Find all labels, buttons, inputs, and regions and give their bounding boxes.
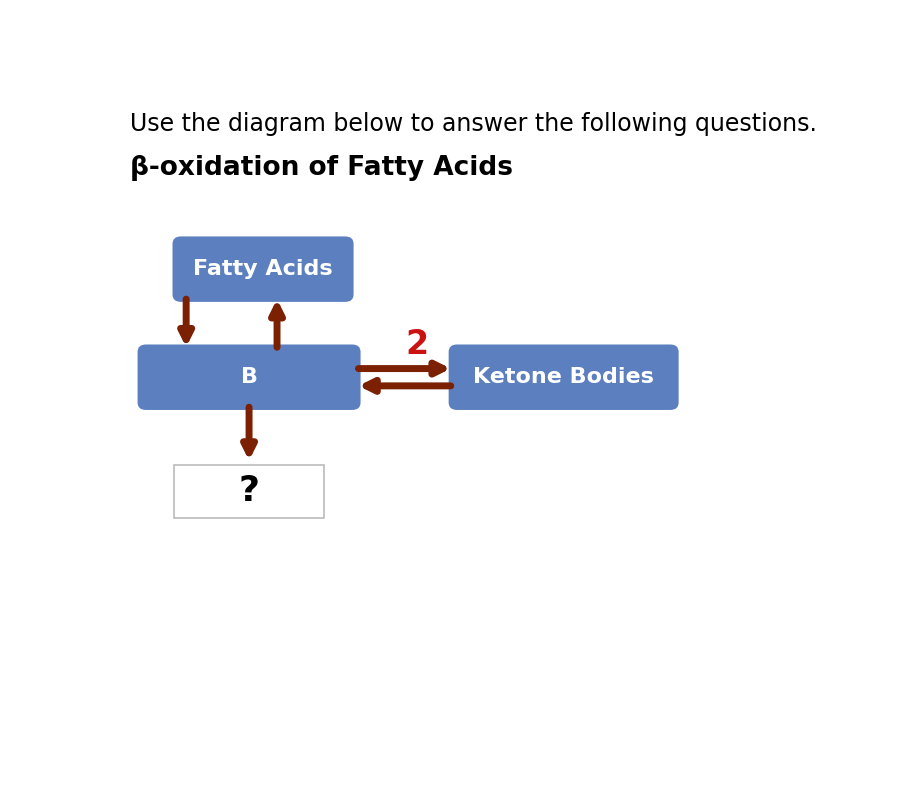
- Text: 2: 2: [405, 328, 428, 361]
- Text: Use the diagram below to answer the following questions.: Use the diagram below to answer the foll…: [130, 111, 817, 136]
- Text: β-oxidation of Fatty Acids: β-oxidation of Fatty Acids: [130, 155, 513, 181]
- FancyBboxPatch shape: [448, 345, 678, 410]
- Text: Fatty Acids: Fatty Acids: [193, 259, 333, 279]
- FancyBboxPatch shape: [174, 465, 324, 518]
- Text: ?: ?: [238, 475, 260, 508]
- FancyBboxPatch shape: [138, 345, 361, 410]
- FancyBboxPatch shape: [172, 237, 354, 302]
- Text: Ketone Bodies: Ketone Bodies: [474, 367, 654, 387]
- Text: B: B: [241, 367, 258, 387]
